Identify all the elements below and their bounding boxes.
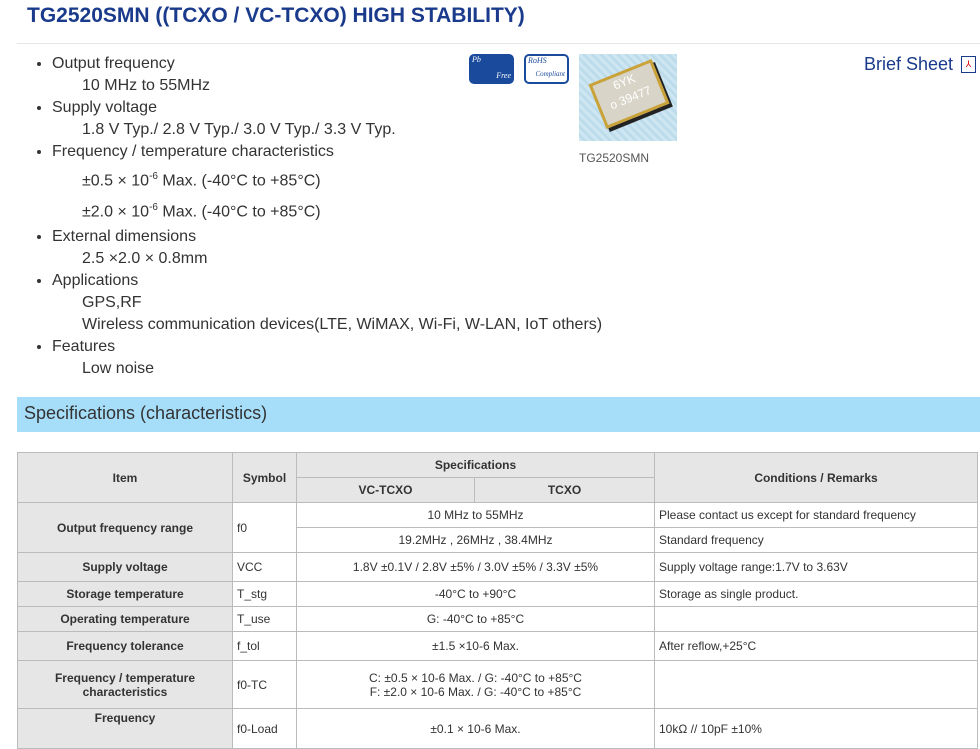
table-row: Operating temperature T_use G: -40°C to +8… — [17, 606, 978, 632]
cond-cell — [654, 660, 978, 709]
item-cell: Frequency tolerance — [17, 631, 233, 661]
header-tcxo: TCXO — [474, 477, 655, 503]
feature-freq-temp: Frequency / temperature characteristics … — [52, 141, 602, 226]
t: Max. (-40°C to +85°C) — [157, 172, 321, 190]
table-row: Storage temperature T_stg -40°C to +90°C St… — [17, 581, 978, 607]
feature-value: ±2.0 × 10-6 Max. (-40°C to +85°C) — [52, 194, 602, 225]
feature-applications: Applications GPS,RF Wireless communication… — [52, 270, 602, 336]
chip-marking: 6YK o 39477 — [588, 59, 670, 129]
spec-cell: 10 MHz to 55MHz — [296, 502, 655, 528]
spec-cell: ±1.5 ×10-6 Max. — [296, 631, 655, 661]
spec-table: Item Symbol Specifications Conditions / Rem… — [17, 452, 978, 749]
t: Pb — [472, 55, 481, 64]
feature-features: Features Low noise — [52, 336, 602, 380]
cond-cell: Please contact us except for standard fr… — [654, 502, 978, 528]
symbol-cell: T_stg — [232, 581, 297, 607]
header-vc-tcxo: VC-TCXO — [296, 477, 475, 503]
feature-value: Low noise — [82, 359, 155, 377]
spec-cell: C: ±0.5 × 10-6 Max. / G: -40°C to +85°C F… — [296, 660, 655, 709]
cond-cell: Supply voltage range:1.7V to 3.63V — [654, 552, 978, 582]
t: RoHS — [528, 56, 547, 65]
item-cell: Frequency — [17, 708, 233, 749]
symbol-cell: f0-Load — [232, 708, 297, 749]
header-specs: Specifications — [296, 452, 655, 478]
exp: -6 — [149, 171, 158, 182]
feature-label: Applications — [52, 271, 139, 289]
spec-cell: G: -40°C to +85°C — [296, 606, 655, 632]
table-row: Frequency tolerance f_tol ±1.5 ×10-6 Max. A… — [17, 631, 978, 661]
divider — [17, 43, 980, 44]
feature-label: Features — [52, 337, 116, 355]
feature-value: 1.8 V Typ./ 2.8 V Typ./ 3.0 V Typ./ 3.3 … — [82, 121, 396, 138]
header-symbol: Symbol — [232, 452, 297, 503]
feature-value: GPS,RF — [82, 293, 142, 311]
t: ±2.0 × 10 — [82, 203, 150, 221]
t: Max. (-40°C to +85°C) — [157, 203, 321, 221]
feature-value: ±0.5 × 10-6 Max. (-40°C to +85°C) — [52, 163, 602, 194]
symbol-cell: f0 — [232, 502, 297, 553]
item-cell: Storage temperature — [17, 581, 233, 607]
spec-cell: -40°C to +90°C — [296, 581, 655, 607]
product-image[interactable]: 6YK o 39477 — [579, 54, 677, 141]
pdf-icon[interactable]: ⅄ — [961, 56, 976, 73]
feature-output-frequency: Output frequency 10 MHz to 55MHz — [52, 53, 602, 97]
spec-cell: 1.8V ±0.1V / 2.8V ±5% / 3.0V ±5% / 3.3V … — [296, 552, 655, 582]
header-item: Item — [17, 452, 233, 503]
item-cell: Operating temperature — [17, 606, 233, 632]
table-row: Supply voltage VCC 1.8V ±0.1V / 2.8V ±5% /… — [17, 552, 978, 582]
item-cell: Output frequency range — [17, 502, 233, 553]
t: F: ±2.0 × 10-6 Max. / G: -40°C to +85°C — [369, 684, 582, 699]
symbol-cell: T_use — [232, 606, 297, 632]
item-cell: Frequency / temperature characteristics — [17, 660, 233, 709]
brief-sheet-link[interactable]: Brief Sheet — [864, 54, 954, 74]
cond-cell: Standard frequency — [654, 527, 978, 553]
symbol-cell: VCC — [232, 552, 297, 582]
symbol-cell: f_tol — [232, 631, 297, 661]
spec-cell: 19.2MHz , 26MHz , 38.4MHz — [296, 527, 655, 553]
cond-cell: After reflow,+25°C — [654, 631, 978, 661]
feature-value: 2.5 ×2.0 × 0.8mm — [82, 249, 208, 267]
pb-free-logo: Pb Free — [469, 54, 514, 84]
table-row: Output frequency range f0 10 MHz to 55MHz P… — [17, 502, 978, 553]
feature-list: Output frequency 10 MHz to 55MHz Supply v… — [30, 53, 602, 380]
table-row: 19.2MHz , 26MHz , 38.4MHz Standard freque… — [18, 527, 978, 553]
cond-cell: 10kΩ // 10pF ±10% — [654, 708, 978, 749]
feature-label: Frequency / temperature characteristics — [52, 143, 334, 160]
t: Free — [496, 71, 511, 80]
item-cell: Supply voltage — [17, 552, 233, 582]
t: ±0.5 × 10 — [82, 172, 150, 190]
feature-supply-voltage: Supply voltage 1.8 V Typ./ 2.8 V Typ./ 3.… — [52, 97, 602, 141]
feature-label: External dimensions — [52, 227, 197, 245]
symbol-cell: f0-TC — [232, 660, 297, 709]
cond-cell — [654, 606, 978, 632]
section-heading: Specifications (characteristics) — [17, 397, 980, 432]
rohs-compliant-logo: RoHS Compliant — [524, 54, 569, 84]
cond-cell: Storage as single product. — [654, 581, 978, 607]
product-caption: TG2520SMN — [579, 151, 650, 165]
table-row: Frequency f0-Load ±0.1 × 10-6 Max. 10kΩ // … — [17, 708, 978, 749]
header-conditions: Conditions / Remarks — [654, 452, 978, 503]
feature-label: Output frequency — [52, 55, 175, 72]
feature-value: 10 MHz to 55MHz — [82, 77, 211, 94]
feature-dimensions: External dimensions 2.5 ×2.0 × 0.8mm — [52, 226, 602, 270]
exp: -6 — [149, 202, 158, 214]
feature-label: Supply voltage — [52, 99, 157, 116]
feature-value: Wireless communication devices(LTE, WiMA… — [82, 315, 603, 333]
table-row: Frequency / temperature characteristics f… — [17, 660, 978, 709]
t: C: ±0.5 × 10-6 Max. / G: -40°C to +85°C — [369, 670, 582, 685]
spec-cell: ±0.1 × 10-6 Max. — [296, 708, 655, 749]
page-title: TG2520SMN ((TCXO / VC-TCXO) HIGH STABILI… — [27, 4, 525, 27]
t: Compliant — [535, 70, 565, 78]
